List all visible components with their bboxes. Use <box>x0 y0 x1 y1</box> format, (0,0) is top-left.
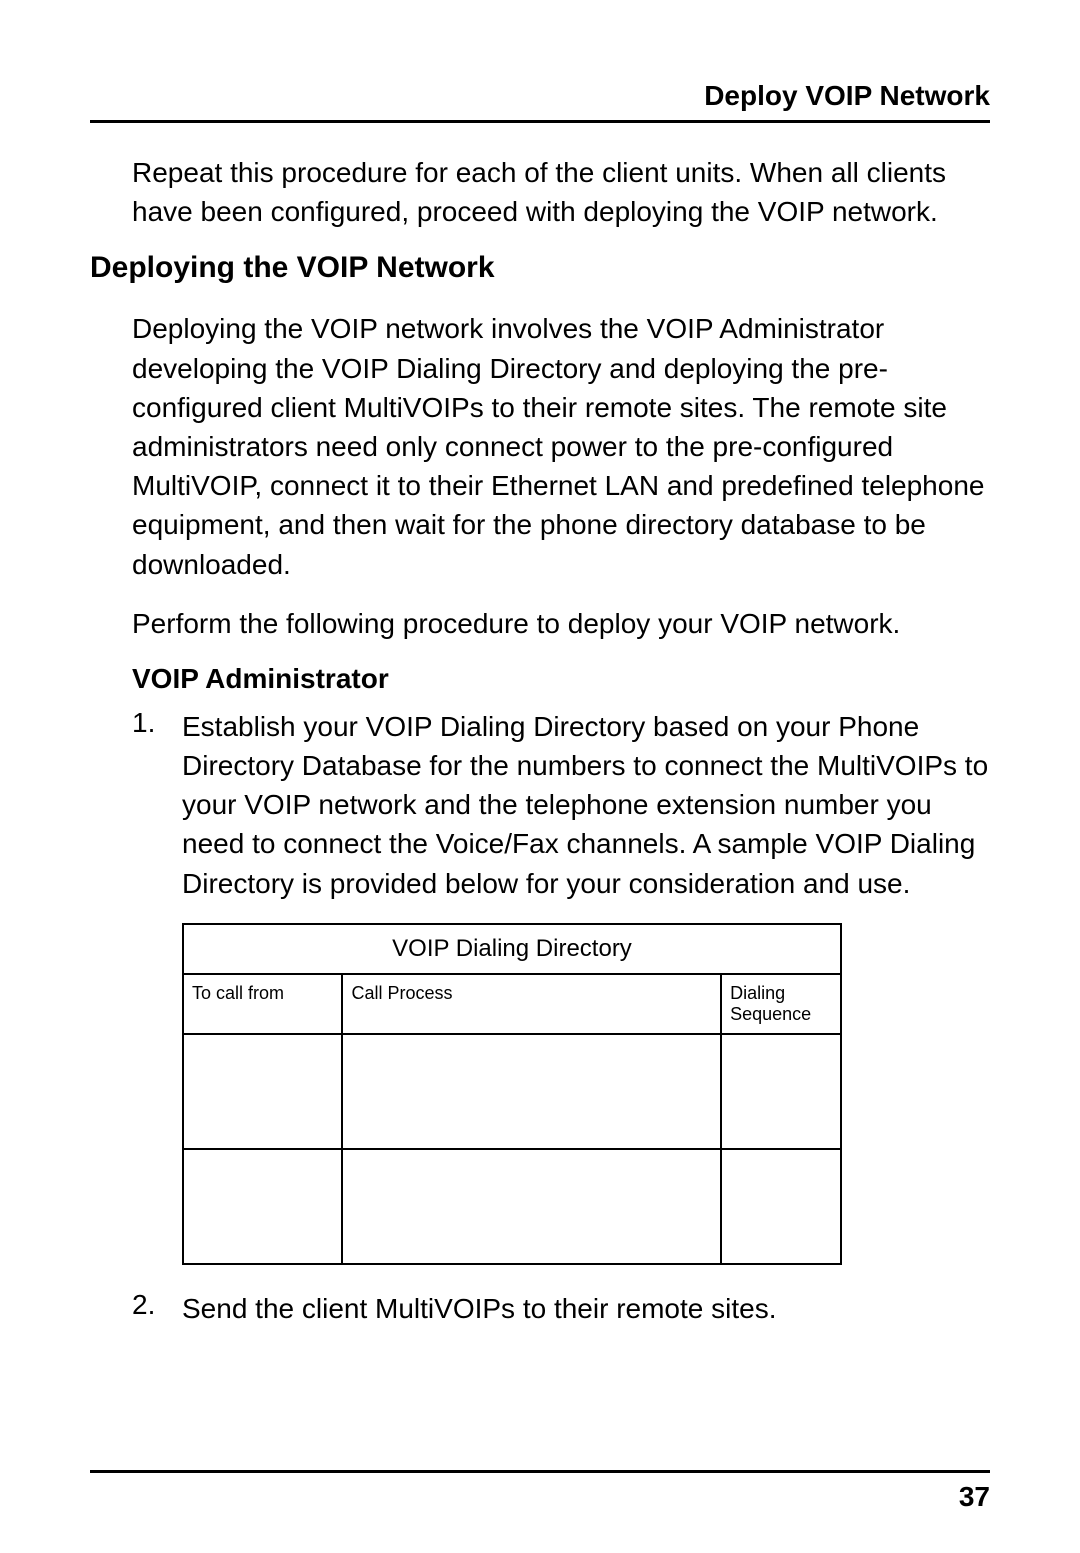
section-heading: Deploying the VOIP Network <box>90 251 990 285</box>
table-title-cell: VOIP Dialing Directory <box>183 924 841 974</box>
table-cell <box>721 1149 841 1264</box>
header-title: Deploy VOIP Network <box>90 80 990 112</box>
page-number: 37 <box>959 1481 990 1513</box>
list-number-1: 1. <box>132 707 182 903</box>
header-rule <box>90 120 990 123</box>
table-cell <box>342 1034 721 1149</box>
table-cell <box>721 1034 841 1149</box>
list-number-2: 2. <box>132 1289 182 1328</box>
footer-rule <box>90 1470 990 1473</box>
table-header-row: To call from Call Process Dialing Sequen… <box>183 974 841 1034</box>
table-header-sequence: Dialing Sequence <box>721 974 841 1034</box>
table-header-from: To call from <box>183 974 342 1034</box>
list-text-2: Send the client MultiVOIPs to their remo… <box>182 1289 776 1328</box>
table-container: VOIP Dialing Directory To call from Call… <box>182 923 990 1265</box>
table-header-process: Call Process <box>342 974 721 1034</box>
table-cell <box>183 1149 342 1264</box>
body-paragraph-1: Deploying the VOIP network involves the … <box>132 309 990 583</box>
intro-paragraph: Repeat this procedure for each of the cl… <box>132 153 990 231</box>
list-item-1: 1. Establish your VOIP Dialing Directory… <box>132 707 990 903</box>
table-cell <box>183 1034 342 1149</box>
list-text-1: Establish your VOIP Dialing Directory ba… <box>182 707 990 903</box>
sub-heading: VOIP Administrator <box>132 663 990 695</box>
list-item-2: 2. Send the client MultiVOIPs to their r… <box>132 1289 990 1328</box>
table-title-row: VOIP Dialing Directory <box>183 924 841 974</box>
table-cell <box>342 1149 721 1264</box>
body-paragraph-2: Perform the following procedure to deplo… <box>132 604 990 643</box>
table-row <box>183 1034 841 1149</box>
table-row <box>183 1149 841 1264</box>
dialing-table: VOIP Dialing Directory To call from Call… <box>182 923 842 1265</box>
